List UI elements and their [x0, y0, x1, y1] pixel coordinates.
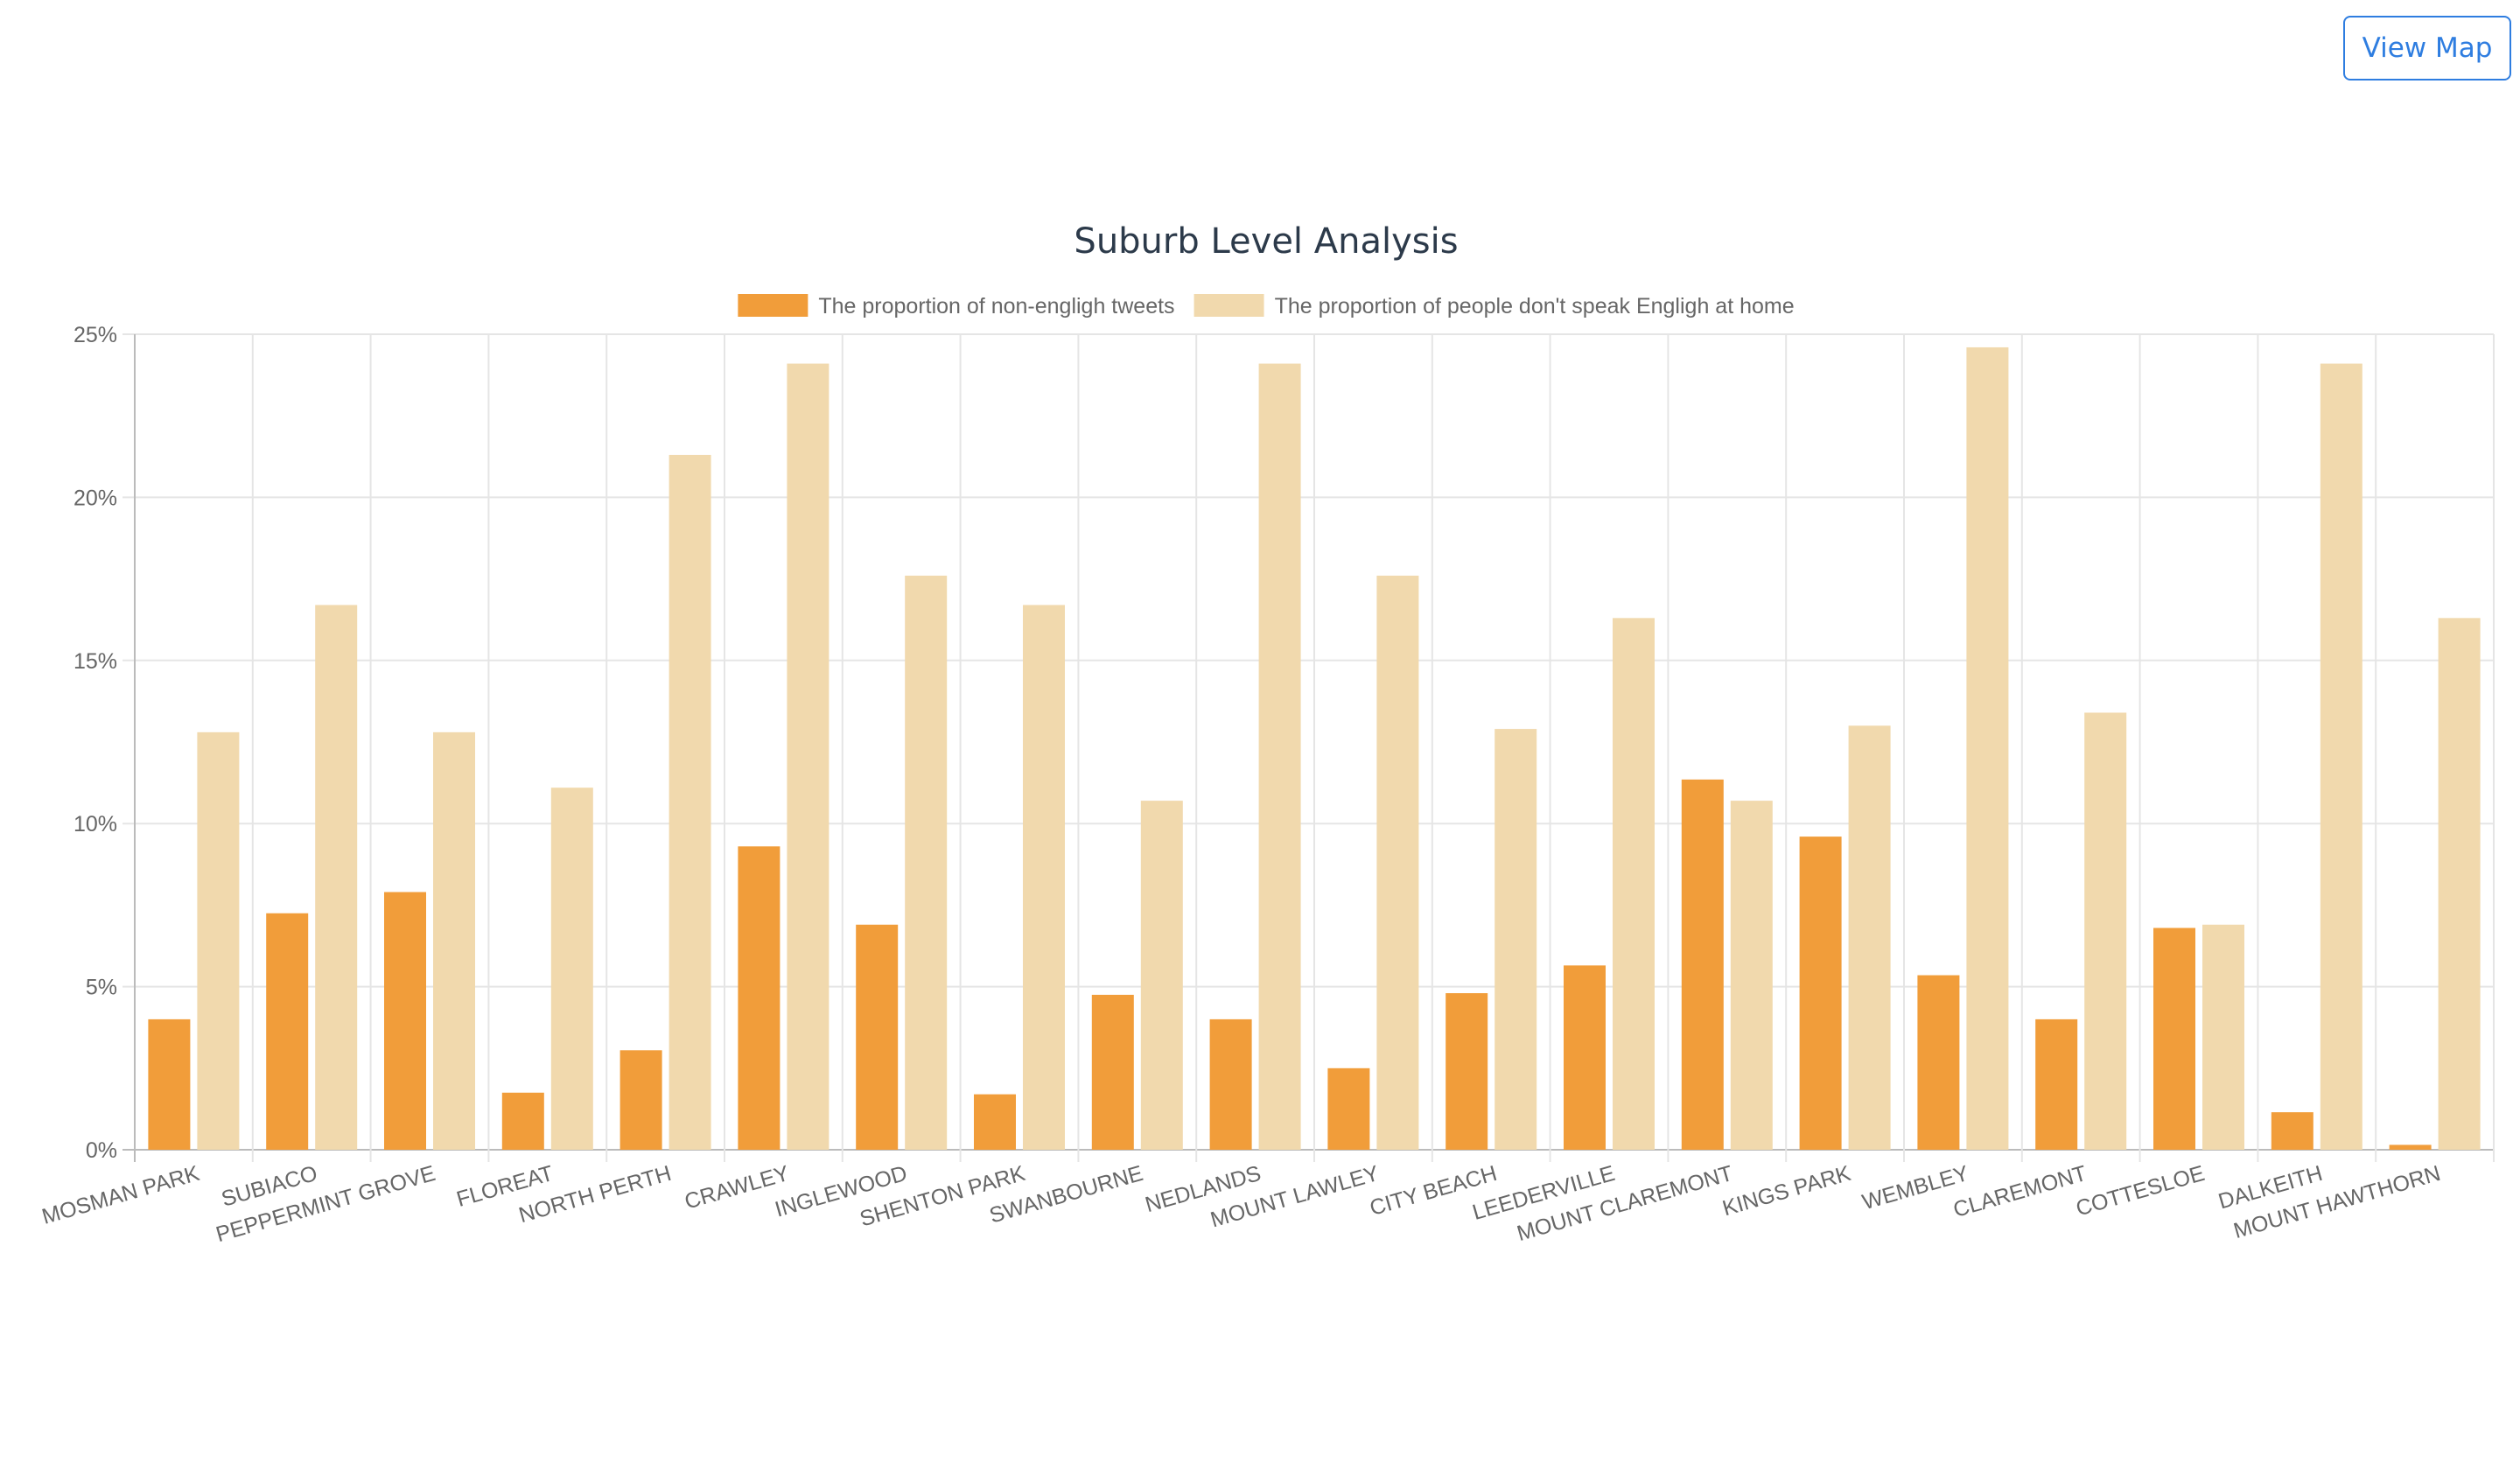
x-tick-label: COTTESLOE	[2073, 1161, 2207, 1222]
y-tick-label: 25%	[74, 323, 117, 347]
bar-home-language	[197, 732, 240, 1150]
bar-tweets	[1799, 836, 1842, 1150]
legend-swatch	[1194, 294, 1264, 317]
y-tick-label: 10%	[74, 812, 117, 836]
bar-home-language	[1848, 725, 1891, 1150]
bar-home-language	[550, 788, 593, 1150]
bar-tweets	[1327, 1068, 1370, 1150]
bar-tweets	[1091, 994, 1134, 1150]
bar-tweets	[148, 1018, 191, 1150]
bar-tweets	[1564, 965, 1606, 1150]
bar-home-language	[1376, 575, 1419, 1150]
bar-home-language	[668, 454, 711, 1150]
bar-tweets	[1209, 1018, 1252, 1150]
bar-tweets	[738, 846, 780, 1150]
legend-swatch	[738, 294, 808, 317]
bar-home-language	[1258, 363, 1301, 1150]
bar-home-language	[1023, 605, 1065, 1150]
bar-home-language	[1613, 618, 1655, 1150]
chart-legend: The proportion of non-engligh tweets The …	[738, 294, 1795, 318]
y-tick-label: 15%	[74, 649, 117, 674]
bar-tweets	[856, 924, 899, 1150]
chart-title: Suburb Level Analysis	[1074, 221, 1458, 262]
bar-tweets	[620, 1050, 662, 1150]
bar-home-language	[1730, 801, 1773, 1150]
bar-home-language	[1494, 729, 1537, 1150]
bar-tweets	[974, 1094, 1016, 1150]
y-axis: 0% 5% 10% 15% 20% 25%	[74, 323, 117, 1163]
bar-tweets	[501, 1092, 544, 1150]
x-tick-label: MOSMAN PARK	[39, 1161, 203, 1229]
bar-home-language	[2202, 924, 2244, 1150]
legend-label: The proportion of people don't speak Eng…	[1275, 294, 1795, 318]
y-tick-label: 5%	[86, 976, 117, 1000]
bar-home-language	[1140, 801, 1183, 1150]
bar-tweets	[1446, 993, 1488, 1150]
legend-label: The proportion of non-engligh tweets	[818, 294, 1174, 318]
bar-home-language	[1966, 346, 2009, 1150]
bar-tweets	[2389, 1144, 2432, 1150]
bar-tweets	[1681, 779, 1724, 1150]
bar-home-language	[2320, 363, 2362, 1150]
legend-item[interactable]: The proportion of people don't speak Eng…	[1194, 294, 1795, 318]
legend-item[interactable]: The proportion of non-engligh tweets	[738, 294, 1175, 318]
bar-home-language	[315, 605, 358, 1150]
bar-tweets	[266, 913, 309, 1150]
bar-home-language	[2084, 712, 2127, 1150]
bar-tweets	[384, 892, 426, 1150]
bar-tweets	[2153, 928, 2195, 1150]
chart-grid	[122, 333, 2495, 1162]
bar-tweets	[2035, 1018, 2078, 1150]
bar-home-language	[433, 732, 475, 1150]
bar-home-language	[905, 575, 948, 1150]
view-map-button[interactable]: View Map	[2343, 16, 2511, 80]
bar-home-language	[787, 363, 830, 1150]
y-tick-label: 0%	[86, 1138, 117, 1163]
x-tick-label: CLAREMONT	[1950, 1161, 2090, 1222]
bar-tweets	[1917, 975, 1960, 1150]
bar-home-language	[2438, 618, 2481, 1150]
bar-tweets	[2271, 1112, 2314, 1150]
chart-bars	[148, 346, 2481, 1150]
x-tick-label: KINGS PARK	[1719, 1161, 1853, 1222]
y-tick-label: 20%	[74, 486, 117, 510]
